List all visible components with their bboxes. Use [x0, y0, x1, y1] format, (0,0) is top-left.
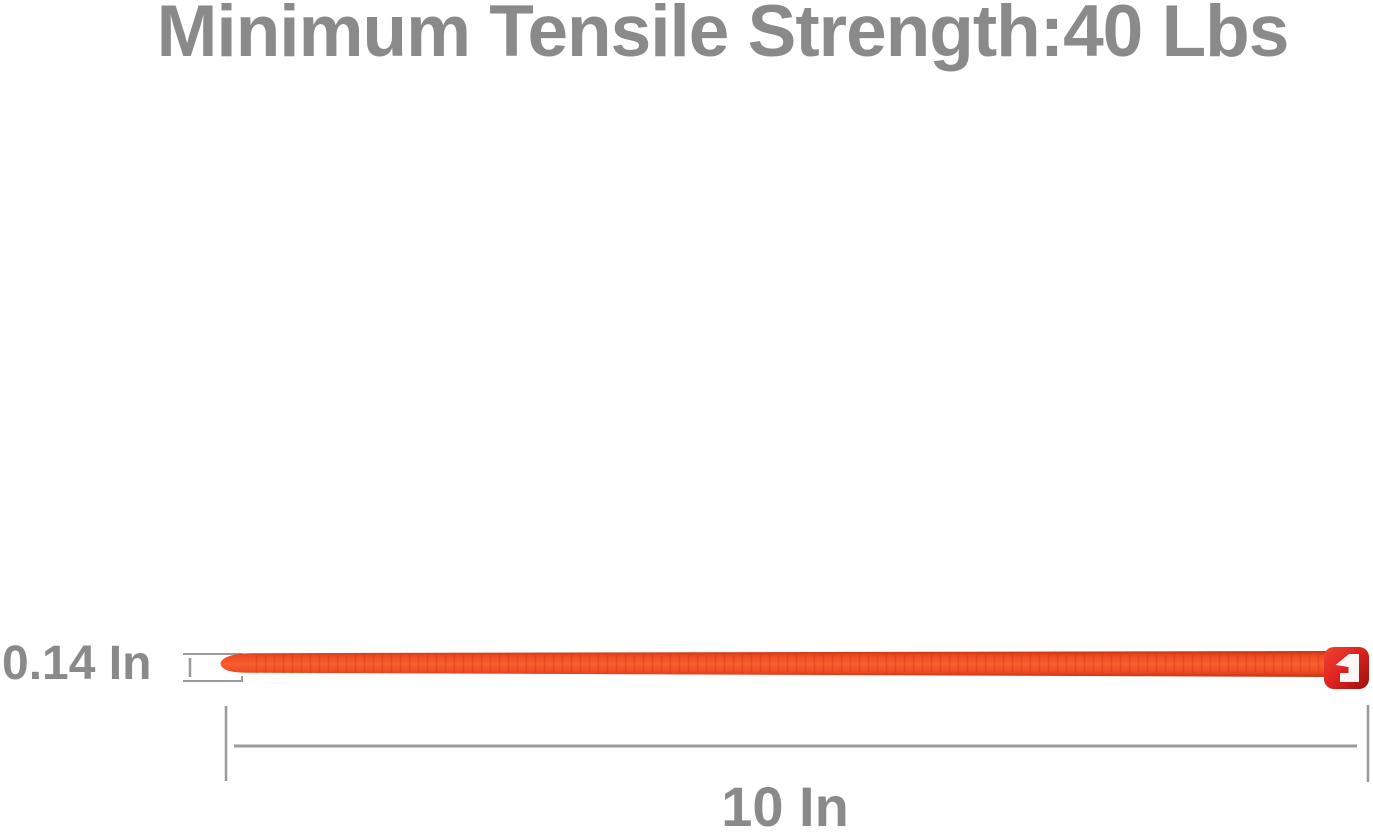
length-dimension-label: 10 In	[721, 775, 849, 833]
tensile-strength-title: Minimum Tensile Strength:40 Lbs	[156, 0, 1290, 72]
cable-tie-head-slot	[1335, 654, 1359, 682]
width-dimension-label: 0.14 In	[2, 637, 152, 690]
cable-tie-head	[1324, 647, 1369, 689]
cable-tie	[220, 647, 1369, 689]
length-dimension-line	[224, 705, 1370, 782]
cable-tie-strap-serrations	[248, 654, 1326, 673]
